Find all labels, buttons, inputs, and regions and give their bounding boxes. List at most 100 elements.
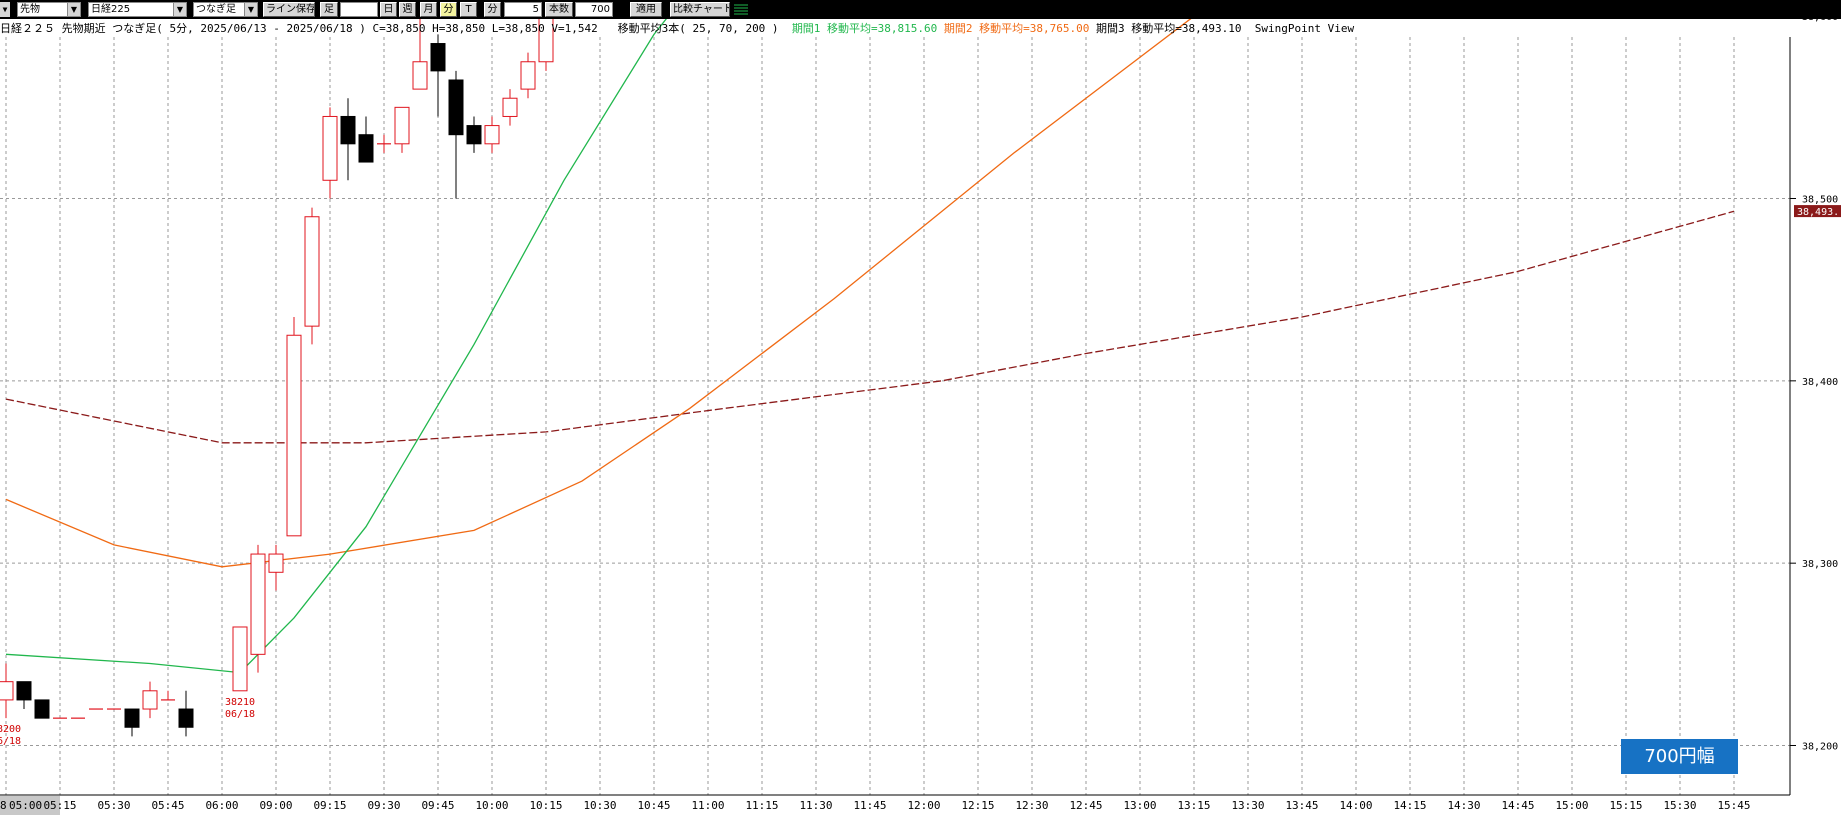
time-tick-label: 09:15	[313, 799, 346, 812]
month-button[interactable]: 月	[420, 2, 437, 17]
time-tick-label: 09:45	[421, 799, 454, 812]
candle-up	[484, 125, 500, 145]
time-tick-label: 11:30	[799, 799, 832, 812]
interval-input[interactable]: 5	[504, 2, 542, 17]
candle-up	[304, 216, 320, 327]
time-tick-label: 12:45	[1069, 799, 1102, 812]
chevron-down-icon: ▼	[244, 3, 257, 16]
candle-up	[502, 97, 518, 117]
time-tick-label: 14:15	[1393, 799, 1426, 812]
price-tick-label: 38,500	[1802, 195, 1838, 206]
time-tick-label: 15:15	[1609, 799, 1642, 812]
time-tick-label: 10:45	[637, 799, 670, 812]
price-tick-label: 38,300	[1802, 559, 1838, 570]
annotation-date: 06/18	[225, 709, 255, 720]
time-tick-label: 15:30	[1663, 799, 1696, 812]
foot-label: 足	[320, 2, 338, 17]
candle-down	[16, 681, 32, 701]
time-tick-label: 13:00	[1123, 799, 1156, 812]
candle-down	[124, 708, 140, 728]
indicator-list-icon[interactable]	[734, 3, 750, 16]
annotation-price: 38210	[225, 697, 255, 708]
product-select[interactable]: 先物 ▼	[17, 2, 81, 17]
price-axis-bg	[1791, 37, 1841, 795]
count-label: 本数	[545, 2, 573, 17]
chart-grid	[0, 15, 1791, 815]
candle-down	[466, 125, 482, 145]
candle-down	[178, 708, 194, 728]
ma2-readout: 期間2 移動平均=38,765.00	[943, 22, 1090, 35]
time-tick-label: 05:15	[43, 799, 76, 812]
compare-chart-button[interactable]: 比較チャート	[670, 2, 730, 17]
candles	[0, 0, 554, 737]
price-tick-label: 38,400	[1802, 377, 1838, 388]
apply-button[interactable]: 適用	[630, 2, 662, 17]
time-tick-label: 10:15	[529, 799, 562, 812]
candle-down	[430, 43, 446, 72]
candle-down	[340, 115, 356, 145]
time-tick-label: 09:30	[367, 799, 400, 812]
foot-input[interactable]	[340, 2, 378, 17]
contract-select[interactable]: つなぎ足 ▼	[193, 2, 258, 17]
chevron-down-icon: ▼	[173, 3, 186, 16]
time-tick-label: 15:00	[1555, 799, 1588, 812]
time-tick-label: 14:30	[1447, 799, 1480, 812]
chevron-down-icon: ▼	[67, 3, 80, 16]
tick-button[interactable]: T	[460, 2, 477, 17]
time-tick-label: 13:45	[1285, 799, 1318, 812]
time-tick-label: 05:30	[97, 799, 130, 812]
menu-arrow-icon[interactable]: ▼	[0, 2, 10, 17]
candle-down	[358, 134, 374, 163]
day-button[interactable]: 日	[380, 2, 397, 17]
candle-down	[34, 699, 50, 719]
chart-info-bar: 日経２２５ 先物期近 つなぎ足( 5分, 2025/06/13 - 2025/0…	[0, 21, 1354, 36]
time-tick-label: 12:15	[961, 799, 994, 812]
time-tick-label: 15:45	[1717, 799, 1750, 812]
time-tick-label: 14:00	[1339, 799, 1372, 812]
line-save-button[interactable]: ライン保存	[263, 2, 315, 17]
candle-up	[520, 61, 536, 90]
count-input[interactable]: 700	[575, 2, 613, 17]
week-button[interactable]: 週	[399, 2, 416, 17]
ma1-readout: 期間1 移動平均=38,815.60	[791, 22, 938, 35]
annotation-price: 38200	[0, 724, 21, 735]
candle-up	[0, 681, 14, 701]
ma3-price-tag: 38,493.	[1797, 207, 1839, 218]
ma3-price-tag-bg	[1794, 205, 1841, 218]
ma3-readout: 期間3 移動平均=38,493.10	[1096, 22, 1242, 35]
time-axis: 8 05:00 05:15 05:30 05:45 06:00 09:00 09:15 09:3…	[0, 799, 1751, 812]
time-tick-label: 11:00	[691, 799, 724, 812]
time-tick-label: 13:30	[1231, 799, 1264, 812]
price-tick-label: 38,200	[1802, 742, 1838, 753]
time-tick-label: 09:00	[259, 799, 292, 812]
candle-up	[250, 553, 266, 655]
candle-up	[142, 690, 158, 710]
time-tick-label: 05:45	[151, 799, 184, 812]
time-tick-label: 05:00	[9, 799, 42, 812]
ma-title: 移動平均3本( 25, 70, 200 )	[617, 22, 779, 35]
annotation-date: 06/18	[0, 736, 21, 747]
price-axis: 38,90038,80038,70038,60038,50038,40038,3…	[1790, 12, 1841, 795]
candle-up	[232, 626, 248, 692]
time-tick-label: 10:00	[475, 799, 508, 812]
price-range-badge: 700円幅	[1621, 739, 1738, 774]
index-select-value: 日経225	[91, 4, 131, 15]
time-tick-label: 12:00	[907, 799, 940, 812]
interval-label: 分	[484, 2, 501, 17]
time-tick-label: 11:15	[745, 799, 778, 812]
time-tick-label: 10:30	[583, 799, 616, 812]
index-select[interactable]: 日経225 ▼	[88, 2, 187, 17]
ma25-line	[5, 0, 682, 674]
time-tick-label: 06:00	[205, 799, 238, 812]
candle-down	[448, 79, 464, 136]
time-tick-label: 12:30	[1015, 799, 1048, 812]
candle-up	[286, 334, 302, 537]
toolbar: ▼ 先物 ▼ 日経225 ▼ つなぎ足 ▼ ライン保存 足 日 週 月 分 T 分 5…	[0, 0, 1841, 19]
candle-up	[394, 106, 410, 145]
minute-button[interactable]: 分	[440, 2, 457, 17]
time-tick-clipped: 8	[0, 799, 7, 812]
candle-up	[412, 61, 428, 90]
ma200-line	[5, 210, 1735, 444]
chart-title: 日経２２５ 先物期近 つなぎ足( 5分, 2025/06/13 - 2025/0…	[0, 22, 366, 35]
